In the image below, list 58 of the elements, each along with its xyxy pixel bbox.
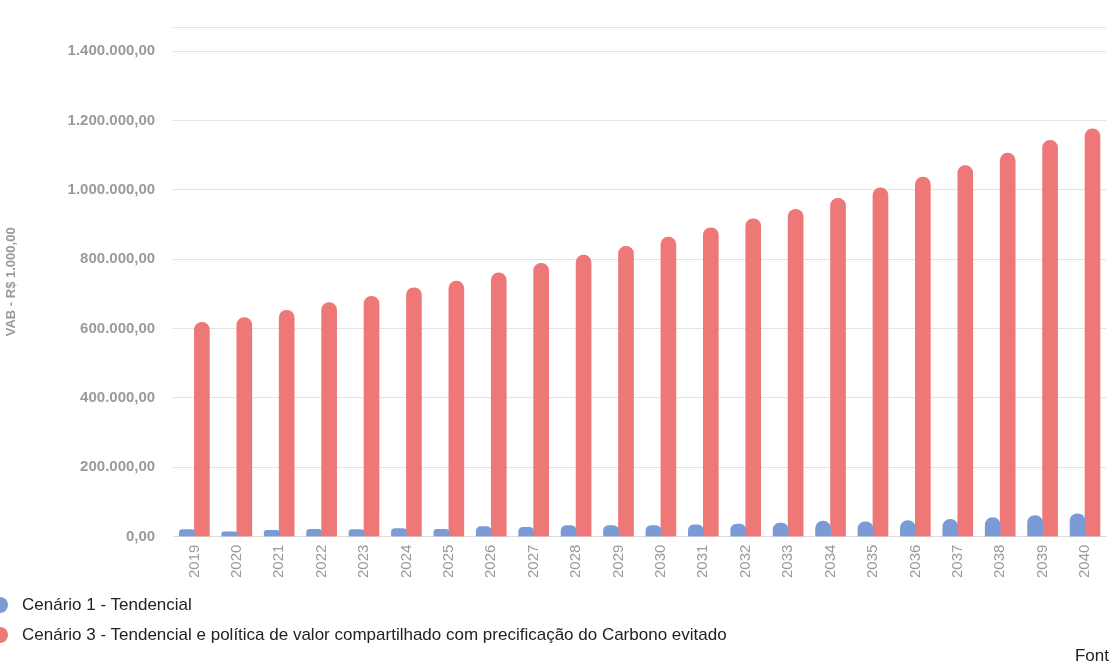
y-tick-label: 0,00 [125, 526, 156, 544]
bar [745, 218, 762, 537]
x-tick-label: 2020 [226, 544, 244, 579]
bar [194, 322, 210, 537]
x-tick-label: 2022 [311, 544, 329, 579]
x-tick-label: 2023 [354, 544, 372, 579]
bar [872, 187, 889, 537]
x-tick-label: 2021 [269, 544, 287, 579]
x-tick-label: 2027 [523, 544, 541, 579]
x-tick-label: 2025 [438, 544, 456, 579]
y-axis-title: VAB - R$ 1.000,00 [3, 227, 19, 337]
bar [702, 227, 719, 537]
y-tick-label: 800.000,00 [80, 249, 156, 267]
text: Font [1074, 646, 1109, 666]
bar [278, 309, 295, 537]
bar [999, 152, 1016, 537]
x-tick-label: 2032 [735, 544, 753, 579]
x-tick-label: 2034 [820, 544, 838, 579]
bar [1084, 128, 1101, 537]
bar [321, 302, 337, 537]
x-tick-label: 2031 [693, 544, 711, 579]
bar [618, 246, 634, 537]
x-tick-label: 2024 [396, 544, 414, 579]
x-tick-label: 2026 [481, 544, 499, 579]
bar [787, 209, 804, 537]
x-tick-label: 2037 [947, 544, 965, 579]
y-tick-label: 1.400.000,00 [67, 41, 156, 59]
y-tick-label: 400.000,00 [80, 388, 156, 406]
bar [406, 287, 422, 537]
bar [448, 280, 465, 537]
x-tick-label: 2030 [651, 544, 669, 579]
bar [263, 530, 280, 537]
y-tick-label: 1.200.000,00 [67, 110, 156, 128]
x-tick-label: 2038 [990, 544, 1008, 579]
x-tick-label: 2035 [863, 544, 881, 579]
x-tick-label: 2028 [566, 544, 584, 579]
x-tick-label: 2040 [1075, 544, 1093, 579]
x-tick-label: 2039 [1032, 544, 1050, 579]
bar [660, 236, 677, 537]
legend-label: Cenário 1 - Tendencial [22, 595, 192, 615]
x-tick-label: 2033 [778, 544, 796, 579]
bar [363, 296, 380, 537]
bar [575, 254, 592, 537]
bar [1042, 140, 1058, 537]
bar [533, 263, 549, 537]
y-tick-label: 1.000.000,00 [67, 180, 156, 198]
x-tick-label: 2036 [905, 544, 923, 579]
bar [221, 531, 238, 537]
bar [830, 197, 846, 537]
legend-label: Cenário 3 - Tendencial e política de valor compartilhado com precificação do Carbono evitado [22, 625, 727, 645]
y-tick-label: 200.000,00 [80, 457, 156, 475]
bar [236, 317, 253, 537]
x-tick-label: 2019 [184, 544, 202, 579]
bar [957, 165, 974, 537]
y-tick-label: 600.000,00 [80, 318, 156, 336]
bar [490, 272, 507, 537]
x-tick-label: 2029 [608, 544, 626, 579]
bar [915, 176, 931, 537]
